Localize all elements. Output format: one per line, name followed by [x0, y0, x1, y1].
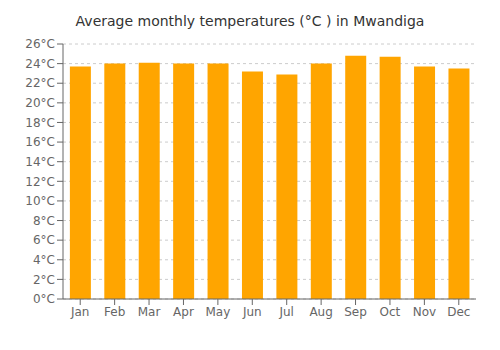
- svg-text:22°C: 22°C: [25, 76, 55, 90]
- svg-text:Apr: Apr: [173, 305, 194, 319]
- svg-text:2°C: 2°C: [33, 273, 55, 287]
- html-text:Average monthly temperatures (: Average monthly temperatures (°C ) in Mw…: [75, 13, 425, 29]
- svg-text:12°C: 12°C: [25, 175, 55, 189]
- svg-text:18°C: 18°C: [25, 116, 55, 130]
- svg-text:Dec: Dec: [447, 305, 470, 319]
- svg-text:Aug: Aug: [309, 305, 332, 319]
- svg-text:8°C: 8°C: [33, 214, 55, 228]
- svg-text:Jan: Jan: [70, 305, 90, 319]
- svg-text:Jul: Jul: [278, 305, 293, 319]
- svg-text:Nov: Nov: [413, 305, 436, 319]
- svg-text:Feb: Feb: [104, 305, 125, 319]
- svg-text:Oct: Oct: [380, 305, 401, 319]
- svg-text:20°C: 20°C: [25, 96, 55, 110]
- svg-text:6°C: 6°C: [33, 233, 55, 247]
- svg-text:14°C: 14°C: [25, 155, 55, 169]
- svg-text:May: May: [205, 305, 230, 319]
- svg-text:Mar: Mar: [138, 305, 161, 319]
- svg-text:16°C: 16°C: [25, 135, 55, 149]
- svg-text:0°C: 0°C: [33, 292, 55, 306]
- svg-text:Sep: Sep: [344, 305, 367, 319]
- svg-text:Jun: Jun: [242, 305, 262, 319]
- svg-text:26°C: 26°C: [25, 37, 55, 51]
- svg-text:4°C: 4°C: [33, 253, 55, 267]
- svg-text:24°C: 24°C: [25, 57, 55, 71]
- svg-text:10°C: 10°C: [25, 194, 55, 208]
